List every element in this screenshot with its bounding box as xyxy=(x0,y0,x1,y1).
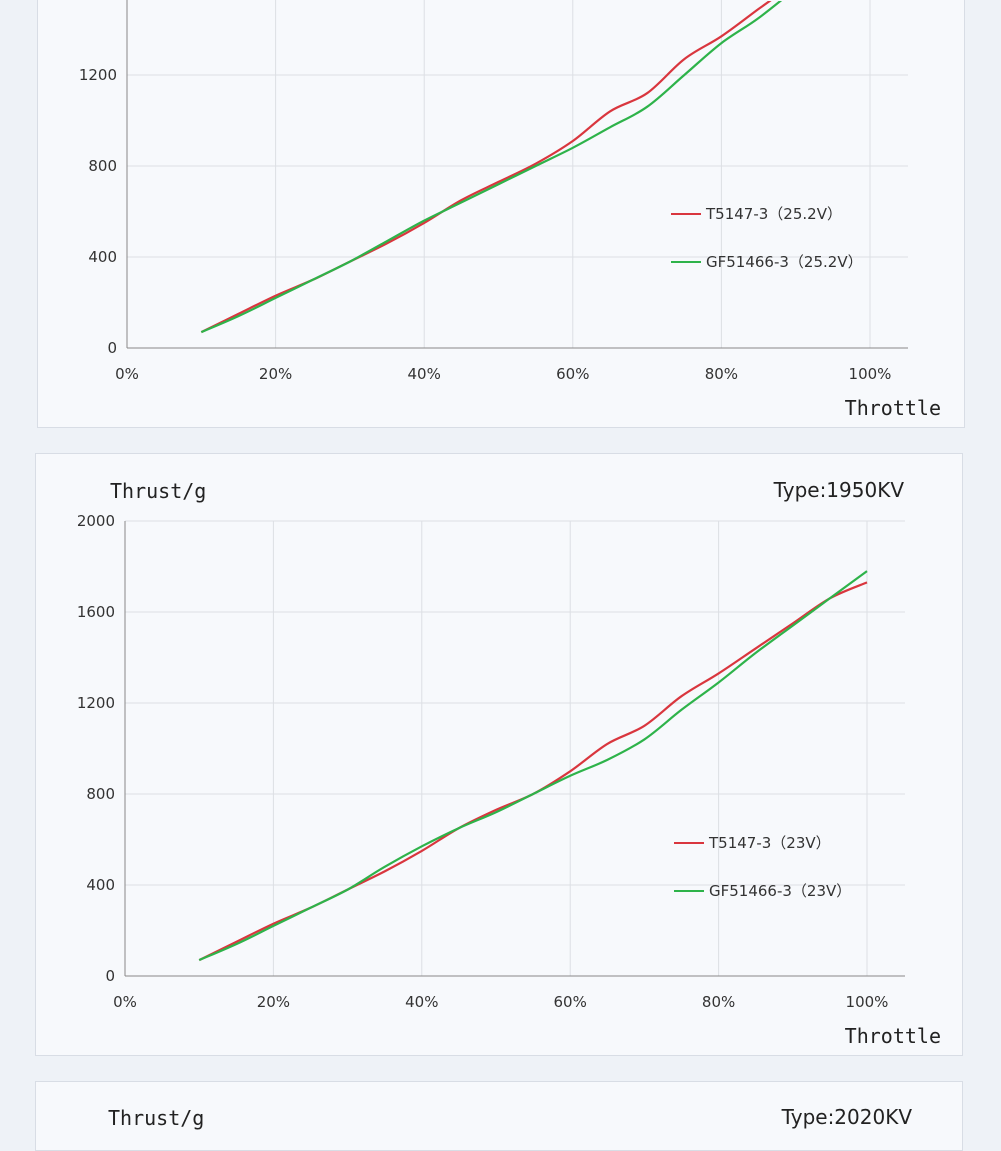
y-tick-label: 1200 xyxy=(77,694,115,712)
motor-type-label: Type:1950KV xyxy=(773,478,904,502)
x-tick-label: 20% xyxy=(259,365,292,383)
y-tick-label: 0 xyxy=(105,967,115,985)
y-tick-label: 400 xyxy=(88,248,117,266)
x-axis-title: Throttle xyxy=(845,396,941,420)
x-tick-label: 40% xyxy=(408,365,441,383)
y-axis-title: Thrust/g xyxy=(110,479,207,503)
grid xyxy=(127,0,908,348)
legend-label-1: T5147-3（25.2V） xyxy=(705,205,842,223)
y-tick-label: 1200 xyxy=(79,66,117,84)
x-tick-label: 80% xyxy=(702,993,735,1011)
legend-label-1: T5147-3（23V） xyxy=(708,834,831,852)
x-tick-label: 60% xyxy=(554,993,587,1011)
y-axis-title: Thrust/g xyxy=(108,1106,205,1130)
series-line-2 xyxy=(198,570,868,962)
x-tick-label: 60% xyxy=(556,365,589,383)
y-tick-label: 800 xyxy=(86,785,115,803)
series-group xyxy=(200,1,783,334)
series-line-2 xyxy=(200,1,783,334)
series-line-1 xyxy=(198,581,868,962)
x-tick-label: 0% xyxy=(113,993,137,1011)
chart-panel-1: 0% 20% 40% 60% 80% 100% 0 400 800 1200 T5147-3（25.… xyxy=(37,0,965,428)
y-tick-label: 0 xyxy=(107,339,117,357)
y-tick-label: 2000 xyxy=(77,512,115,530)
legend-label-2: GF51466-3（23V） xyxy=(709,882,851,900)
y-tick-label: 800 xyxy=(88,157,117,175)
thrust-chart-2: 0% 20% 40% 60% 80% 100% 0 400 800 1200 1600 2000 T51… xyxy=(77,512,941,1048)
x-tick-label: 0% xyxy=(115,365,139,383)
chart-panel-2: Thrust/g Type:1950KV 0% 20% 40% 60% 80% 100% 0… xyxy=(35,453,963,1056)
chart-panel-3: Thrust/g Type:2020KV xyxy=(35,1081,963,1151)
x-tick-label: 100% xyxy=(849,365,892,383)
legend-label-2: GF51466-3（25.2V） xyxy=(706,253,863,271)
y-tick-label: 1600 xyxy=(77,603,115,621)
x-tick-label: 20% xyxy=(257,993,290,1011)
series-group xyxy=(198,570,868,962)
motor-type-label: Type:2020KV xyxy=(781,1105,912,1129)
grid xyxy=(125,520,905,976)
thrust-chart-1: 0% 20% 40% 60% 80% 100% 0 400 800 1200 T5147-3（25.… xyxy=(79,0,941,420)
x-tick-label: 40% xyxy=(405,993,438,1011)
x-axis-title: Throttle xyxy=(845,1024,941,1048)
x-tick-label: 80% xyxy=(705,365,738,383)
y-tick-label: 400 xyxy=(86,876,115,894)
x-tick-label: 100% xyxy=(846,993,889,1011)
